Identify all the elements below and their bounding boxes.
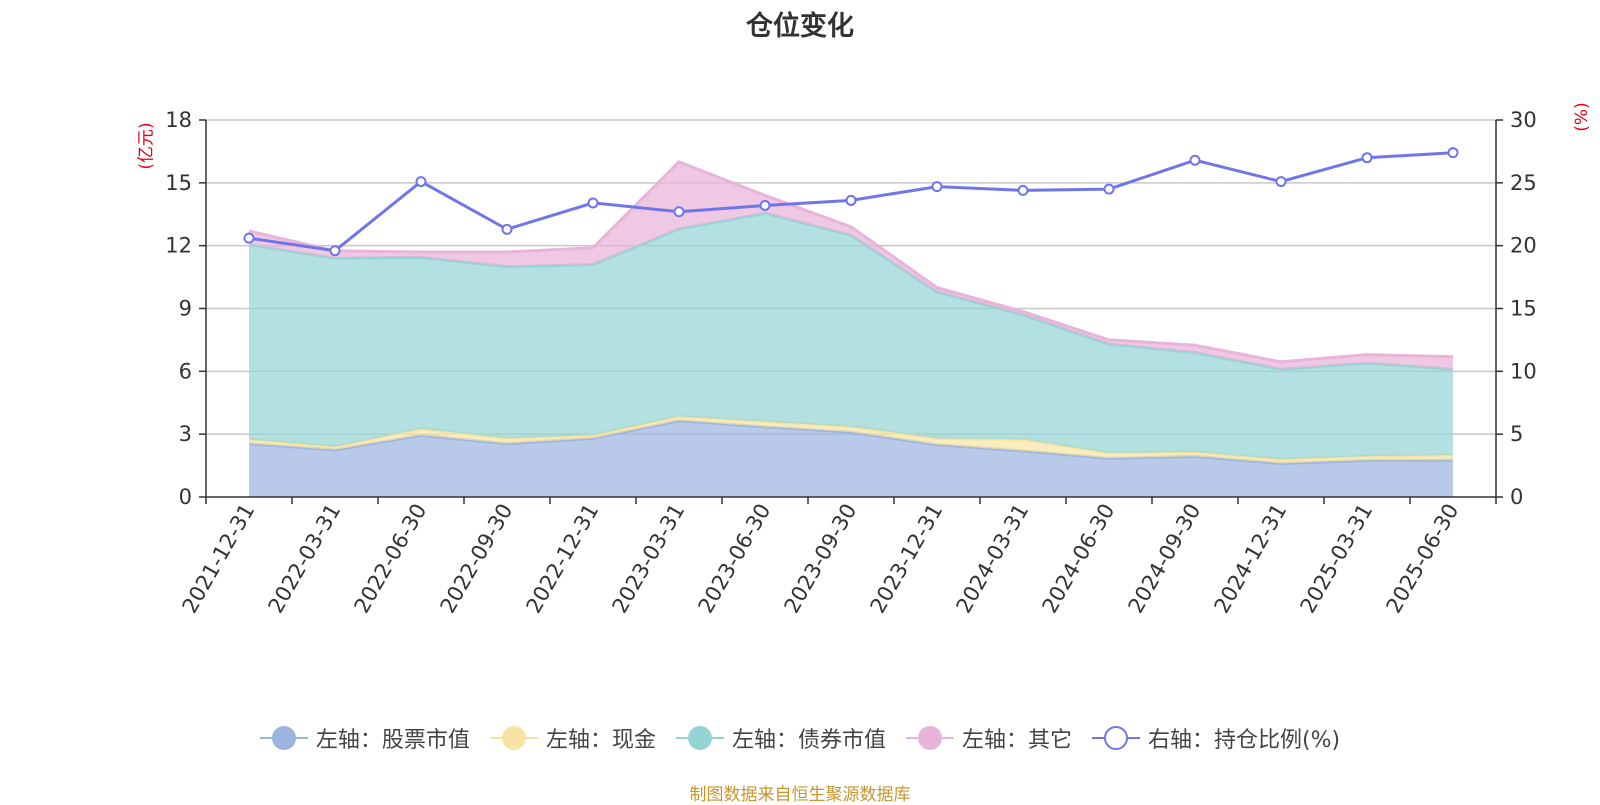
legend-marker-icon [905,726,954,750]
ratio-point [1361,152,1373,164]
x-axis-label: 2021-12-31 [178,500,260,618]
right-axis-tick-label: 25 [1510,171,1537,195]
left-axis-tick-label: 6 [179,359,192,383]
ratio-point [329,245,341,257]
ratio-point [845,194,857,206]
x-axis-label: 2023-09-30 [780,500,862,618]
ratio-point [759,199,771,211]
legend-item[interactable]: 左轴：债券市值 [675,722,886,754]
legend-marker-icon [675,726,724,750]
right-axis-tick-label: 10 [1510,359,1537,383]
ratio-point [587,197,599,209]
legend-item[interactable]: 左轴：其它 [905,722,1072,754]
x-axis-label: 2023-06-30 [694,500,776,618]
ratio-point [501,223,513,235]
ratio-point [415,176,427,188]
left-axis-tick-label: 15 [165,171,192,195]
left-axis-tick-label: 18 [165,108,192,132]
right-axis-tick-label: 0 [1510,485,1523,509]
stacked-areas [248,160,1454,497]
legend-marker-icon [259,726,308,750]
x-axis-label: 2024-06-30 [1038,500,1120,618]
ratio-point [931,181,943,193]
ratio-point [1189,154,1201,166]
right-axis-tick-label: 15 [1510,297,1537,321]
data-source-note: 制图数据来自恒生聚源数据库 [689,785,911,805]
holding-ratio-line [243,147,1459,257]
legend: 左轴：股票市值 左轴：现金 左轴：债券市值 左轴：其它 右轴：持仓比例(%) [0,722,1600,754]
x-axis-label: 2025-06-30 [1382,500,1464,618]
x-axis-label: 2022-12-31 [522,500,604,618]
x-axis-label: 2022-09-30 [436,500,518,618]
ratio-point [1447,147,1459,159]
area-3 [249,213,1453,460]
legend-label: 左轴：债券市值 [731,728,886,753]
legend-label: 左轴：其它 [961,728,1072,753]
x-axis-label: 2022-06-30 [350,500,432,618]
area-1 [249,420,1453,497]
x-axis-label: 2024-03-31 [952,500,1034,618]
legend-label: 右轴：持仓比例(%) [1147,728,1341,753]
x-axis-label: 2023-03-31 [608,500,690,618]
legend-marker-icon [1091,726,1140,750]
ratio-point [673,206,685,218]
legend-item[interactable]: 左轴：股票市值 [259,722,470,754]
ratio-point [1017,184,1029,196]
area-edge-4 [248,160,1454,364]
ratio-point [1103,183,1115,195]
right-axis-tick-label: 30 [1510,108,1537,132]
legend-item[interactable]: 左轴：现金 [489,722,656,754]
left-axis-tick-label: 12 [165,234,192,258]
right-axis-tick-label: 5 [1510,422,1523,446]
x-axis-label: 2024-09-30 [1124,500,1206,618]
legend-item[interactable]: 右轴：持仓比例(%) [1091,722,1341,754]
chart-title: 仓位变化 [746,11,854,42]
ratio-point [243,232,255,244]
left-axis-tick-label: 0 [179,485,192,509]
legend-label: 左轴：股票市值 [315,728,470,753]
right-axis-tick-label: 20 [1510,234,1537,258]
legend-label: 左轴：现金 [545,728,656,753]
legend-marker-icon [489,726,538,750]
x-axis-label: 2024-12-31 [1210,500,1292,618]
left-axis-tick-label: 9 [179,297,192,321]
x-axis-label: 2023-12-31 [866,500,948,618]
x-axis-label: 2025-03-31 [1296,500,1378,618]
ratio-point [1275,176,1287,188]
x-axis-label: 2022-03-31 [264,500,346,618]
left-axis-tick-label: 3 [179,422,192,446]
